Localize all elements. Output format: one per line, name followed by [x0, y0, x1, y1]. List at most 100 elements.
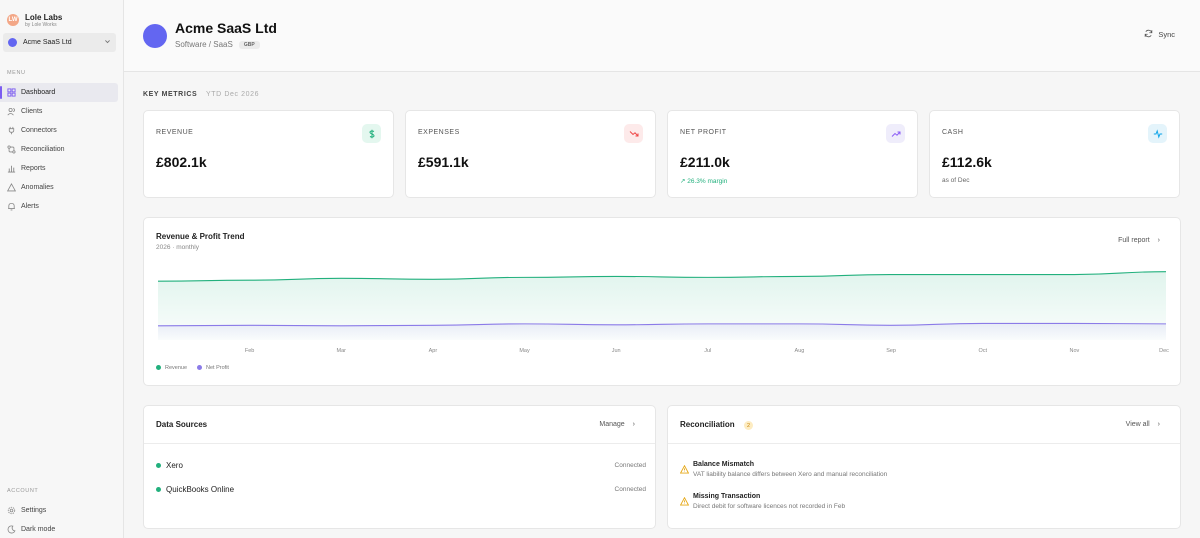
metric-label: REVENUE	[156, 129, 194, 136]
menu-section-label: MENU	[7, 70, 26, 76]
sidebar-item-label: Dashboard	[21, 89, 56, 96]
sidebar-item-anomalies[interactable]: Anomalies	[0, 178, 124, 197]
metric-asof: as of Dec	[942, 177, 970, 184]
data-source-name: QuickBooks Online	[166, 485, 235, 494]
users-icon	[7, 107, 16, 116]
sidebar-item-connectors[interactable]: Connectors	[0, 121, 124, 140]
sidebar-item-label: Dark mode	[21, 526, 56, 533]
data-sources-panel: Data Sources Manage › Xero Connected Qui…	[143, 405, 656, 529]
sidebar-item-label: Anomalies	[21, 184, 54, 191]
data-source-row[interactable]: QuickBooks Online Connected	[156, 485, 646, 494]
panel-title: Data Sources	[156, 420, 208, 429]
x-tick-label: Jun	[612, 348, 621, 354]
x-tick-label: Jul	[704, 348, 711, 354]
brand[interactable]: LW Lole Labs by Lole Works	[0, 0, 123, 32]
chevron-right-icon: ›	[1157, 237, 1160, 244]
moon-icon	[7, 525, 16, 534]
org-avatar	[143, 24, 167, 48]
org-selector[interactable]: Acme SaaS Ltd	[3, 33, 116, 52]
view-all-link[interactable]: View all ›	[1126, 421, 1160, 428]
key-metrics-label: KEY METRICS	[143, 91, 198, 98]
metric-label: CASH	[942, 129, 964, 136]
sidebar-item-settings[interactable]: Settings	[0, 501, 124, 520]
sidebar-item-reports[interactable]: Reports	[0, 159, 124, 178]
metric-label: EXPENSES	[418, 129, 460, 136]
metric-value: £591.1k	[418, 154, 469, 170]
brand-logo: LW	[7, 14, 19, 26]
x-tick-label: Aug	[795, 348, 805, 354]
x-tick-label: Feb	[245, 348, 254, 354]
panel-header: Reconciliation 2 View all ›	[668, 406, 1180, 444]
trending-down-icon	[624, 124, 643, 143]
series-line-net-profit	[157, 322, 1167, 327]
brand-name: Lole Labs	[25, 12, 63, 22]
bar-chart-icon	[7, 164, 16, 173]
org-avatar-dot	[8, 38, 17, 47]
alert-triangle-icon	[7, 183, 16, 192]
item-title: Balance Mismatch	[693, 461, 755, 468]
series-line-revenue	[157, 271, 1167, 282]
x-tick-label: Sep	[886, 348, 896, 354]
dark-mode-toggle[interactable]: Dark mode	[0, 520, 124, 538]
data-source-name: Xero	[166, 461, 183, 470]
sidebar-item-alerts[interactable]: Alerts	[0, 197, 124, 216]
manage-label: Manage	[599, 421, 625, 428]
chart-title: Revenue & Profit Trend	[156, 232, 245, 241]
item-description: Direct debit for software licences not r…	[693, 503, 846, 510]
sync-button[interactable]: Sync	[1144, 29, 1175, 40]
area-revenue	[158, 271, 1166, 340]
panel-title: Reconciliation	[680, 420, 735, 429]
x-tick-label: May	[519, 348, 530, 354]
bell-icon	[7, 202, 16, 211]
plug-icon	[7, 126, 16, 135]
metric-value: £802.1k	[156, 154, 207, 170]
sync-label: Sync	[1158, 30, 1175, 39]
manage-link[interactable]: Manage ›	[599, 421, 635, 428]
page-header: Acme SaaS Ltd Software / SaaS GBP Sync	[124, 0, 1200, 72]
chevron-right-icon: ›	[1157, 421, 1160, 428]
sidebar-item-label: Clients	[21, 108, 43, 115]
page-title: Acme SaaS Ltd	[175, 20, 277, 36]
warning-icon	[679, 461, 690, 479]
metric-value: £211.0k	[680, 154, 730, 170]
full-report-link[interactable]: Full report ›	[1118, 237, 1160, 244]
brand-subtitle: by Lole Works	[25, 21, 57, 28]
metric-card-revenue[interactable]: REVENUE £802.1k	[143, 110, 394, 198]
metric-card-cash[interactable]: CASH £112.6k as of Dec	[929, 110, 1180, 198]
sidebar-menu: Dashboard Clients Connectors Reconciliat…	[0, 83, 124, 216]
legend-item-net-profit: Net Profit	[197, 365, 229, 371]
sidebar-item-reconciliation[interactable]: Reconciliation	[0, 140, 124, 159]
metric-label: NET PROFIT	[680, 129, 727, 136]
x-tick-label: Nov	[1069, 348, 1079, 354]
x-tick-label: Oct	[978, 348, 987, 354]
org-meta: Software / SaaS GBP	[175, 40, 260, 49]
chart-subtitle: 2026 · monthly	[156, 244, 199, 251]
sidebar-item-label: Connectors	[21, 127, 57, 134]
metric-value: £112.6k	[942, 154, 992, 170]
trending-up-icon	[886, 124, 905, 143]
x-tick-label: Apr	[429, 348, 438, 354]
sidebar-item-label: Reconciliation	[21, 146, 65, 153]
chevron-right-icon: ›	[632, 421, 635, 428]
org-industry: Software / SaaS	[175, 40, 233, 49]
key-metrics-period: YTD Dec 2026	[206, 91, 260, 98]
git-compare-icon	[7, 145, 16, 154]
sidebar-item-label: Reports	[21, 165, 46, 172]
sidebar-item-dashboard[interactable]: Dashboard	[0, 83, 118, 102]
issue-count-badge: 2	[744, 421, 753, 430]
chevron-down-icon	[104, 38, 111, 47]
full-report-label: Full report	[1118, 237, 1150, 244]
item-title: Missing Transaction	[693, 493, 761, 500]
x-tick-label: Mar	[337, 348, 347, 354]
metric-card-net-profit[interactable]: NET PROFIT £211.0k ↗ 26.3% margin	[667, 110, 918, 198]
metric-card-expenses[interactable]: EXPENSES £591.1k	[405, 110, 656, 198]
refresh-icon	[1144, 29, 1153, 40]
sidebar-item-label: Alerts	[21, 203, 39, 210]
reconciliation-panel: Reconciliation 2 View all › Balance Mism…	[667, 405, 1181, 529]
sidebar-item-clients[interactable]: Clients	[0, 102, 124, 121]
warning-icon	[679, 493, 690, 511]
trend-chart: Feb Mar Apr May Jun Jul Aug Sep Oct Nov Dec	[157, 271, 1169, 354]
metric-margin: ↗ 26.3% margin	[680, 178, 728, 185]
data-source-row[interactable]: Xero Connected	[156, 461, 646, 470]
area-net-profit	[158, 323, 1166, 340]
